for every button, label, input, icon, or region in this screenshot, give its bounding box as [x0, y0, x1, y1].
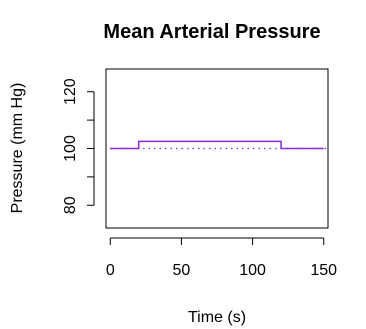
- y-tick-label-2: 100: [62, 135, 79, 162]
- y-axis: 80 100 120: [62, 78, 95, 214]
- y-tick-label-0: 80: [62, 196, 79, 214]
- data-layer: [110, 140, 326, 150]
- x-tick-label-0: 0: [106, 262, 115, 279]
- x-axis-title: Time (s): [188, 309, 246, 326]
- x-tick-label-3: 150: [310, 262, 337, 279]
- series-line-0: [110, 140, 324, 150]
- x-axis: 0 50 100 150: [106, 237, 337, 279]
- y-tick-label-4: 120: [62, 78, 79, 105]
- y-axis-title: Pressure (mm Hg): [9, 83, 26, 214]
- x-tick-label-2: 100: [239, 262, 266, 279]
- plot-frame: [105, 68, 329, 229]
- chart-title: Mean Arterial Pressure: [103, 21, 320, 43]
- x-tick-label-1: 50: [173, 262, 191, 279]
